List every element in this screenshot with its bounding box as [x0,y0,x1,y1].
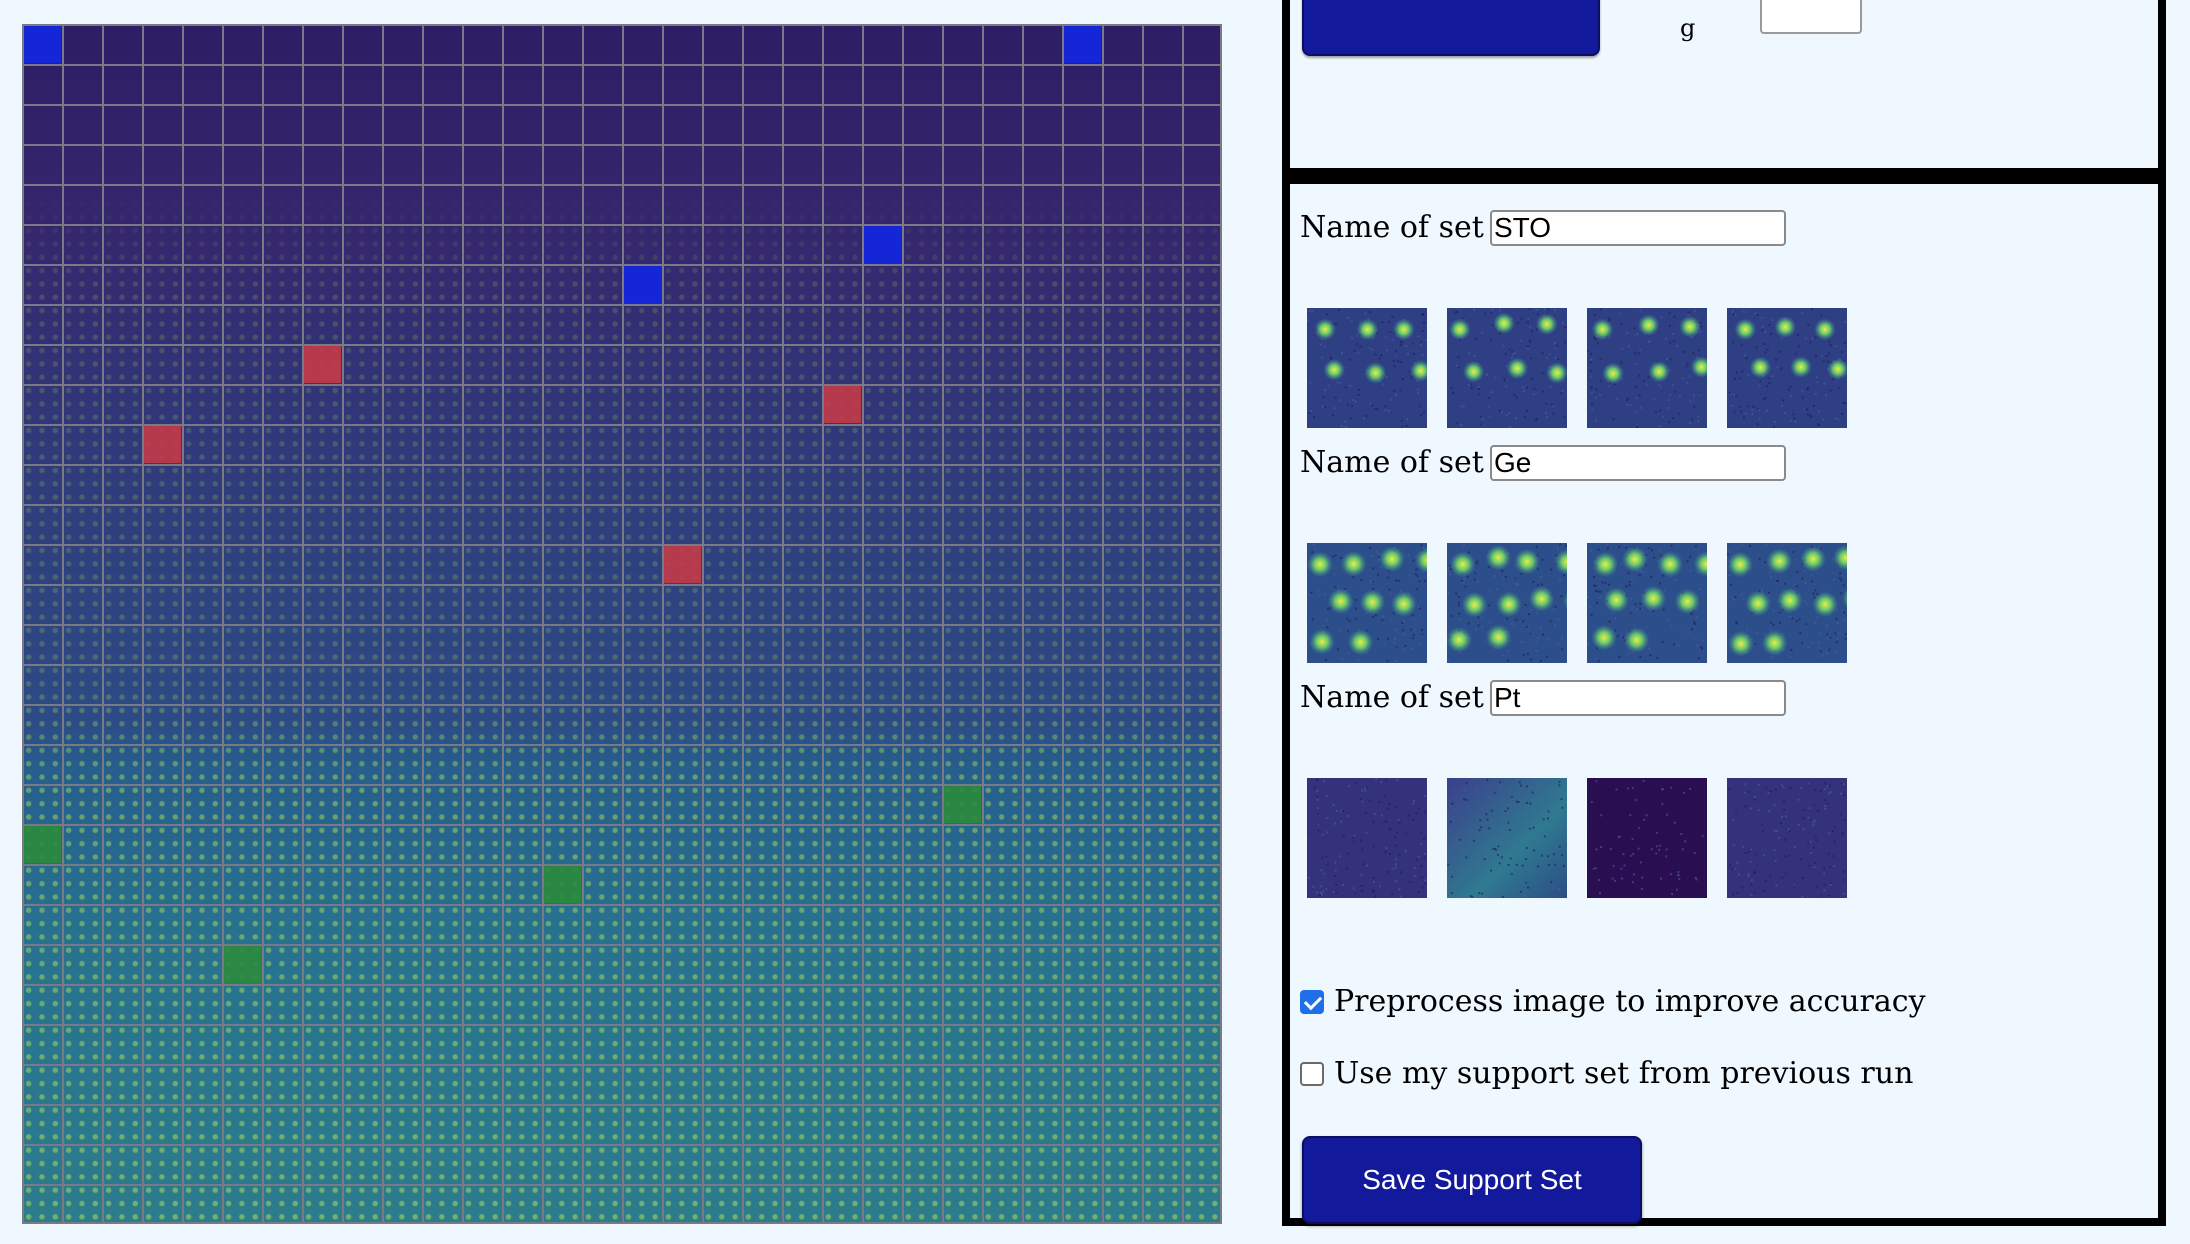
top-label-fragment: g [1680,14,1696,42]
set-1-sample-1[interactable] [1307,308,1427,428]
preprocess-option[interactable]: Preprocess image to improve accuracy [1300,984,1926,1019]
use-previous-checkbox[interactable] [1300,1061,1324,1086]
support-set-panel: Name of set 1: STO Name of set 2: Ge Nam… [1282,176,2166,1226]
use-previous-option[interactable]: Use my support set from previous run [1300,1056,1913,1091]
set-1-label: Name of set 1: [1300,210,1523,245]
preprocess-label: Preprocess image to improve accuracy [1334,984,1926,1019]
set-2-sample-4[interactable] [1727,543,1847,663]
preprocess-checkbox[interactable] [1300,989,1324,1014]
set-1-sample-4[interactable] [1727,308,1847,428]
use-previous-label: Use my support set from previous run [1334,1056,1914,1091]
set-2-label: Name of set 2: [1300,445,1523,480]
top-action-button[interactable] [1302,0,1600,56]
set-2-sample-2[interactable] [1447,543,1567,663]
set-2-sample-1[interactable] [1307,543,1427,663]
set-3-sample-3[interactable] [1587,778,1707,898]
set-1-sample-2[interactable] [1447,308,1567,428]
set-3-sample-1[interactable] [1307,778,1427,898]
save-support-set-button[interactable]: Save Support Set [1302,1136,1642,1224]
top-number-input[interactable] [1760,0,1862,34]
set-2-sample-3[interactable] [1587,543,1707,663]
top-controls-panel: g [1282,0,2166,176]
set-2-name-input[interactable]: Ge [1490,445,1786,481]
grid-lines [22,24,1222,1224]
set-3-sample-2[interactable] [1447,778,1567,898]
set-3-label: Name of set 3: [1300,680,1523,715]
set-1-name-input[interactable]: STO [1490,210,1786,246]
set-1-sample-3[interactable] [1587,308,1707,428]
tile-grid[interactable] [22,24,1222,1224]
set-3-name-input[interactable]: Pt [1490,680,1786,716]
set-3-sample-4[interactable] [1727,778,1847,898]
